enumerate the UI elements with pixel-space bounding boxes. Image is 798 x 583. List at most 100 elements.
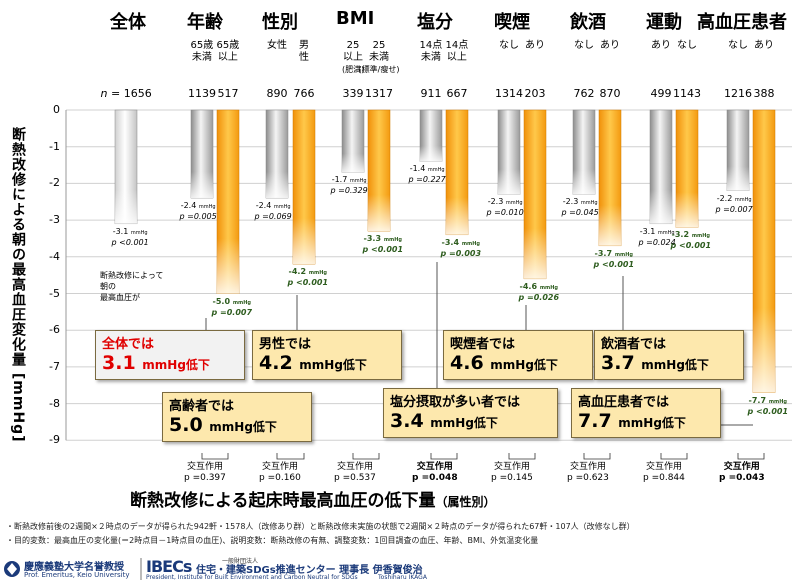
bar-p-value: p =0.329 xyxy=(330,186,368,196)
bar-value-label: -3.3 mmHg p <0.001 xyxy=(363,234,404,255)
bar-value: -7.7 mmHg xyxy=(748,395,787,405)
bar-value: -4.6 mmHg xyxy=(519,281,558,291)
bar-value: -4.2 mmHg xyxy=(288,267,327,277)
category-header: 塩分 xyxy=(417,12,453,33)
bar-value: -2.4 mmHg xyxy=(255,201,291,211)
subgroup-label: 男 性 xyxy=(299,40,309,63)
callout-unit: mmHg低下 xyxy=(299,358,367,372)
bar-value: -3.1 mmHg xyxy=(639,226,675,236)
sample-size-label: 1317 xyxy=(365,87,393,100)
interaction-text: 交互作用 xyxy=(336,462,373,472)
callout-value: 4.6 mmHg低下 xyxy=(450,352,586,374)
bar-p-value: p <0.001 xyxy=(362,245,404,255)
bar-fade xyxy=(342,110,364,173)
callout-number: 4.2 xyxy=(259,352,300,374)
sample-size-label: 388 xyxy=(753,87,775,100)
bar-value-label: -4.2 mmHg p <0.001 xyxy=(288,267,329,288)
bar-fade xyxy=(498,110,520,195)
ibec-logo: IBECs xyxy=(146,557,192,576)
subgroup-label: なし xyxy=(677,40,697,51)
keio-name-en: Prof. Emeritus, Keio University xyxy=(24,571,130,579)
interaction-text: 交互作用 xyxy=(569,462,606,472)
interaction-p-value: p =0.537 xyxy=(334,473,376,483)
bar-value: -2.3 mmHg xyxy=(562,197,598,207)
interaction-p-value: p =0.048 xyxy=(412,473,458,483)
interaction-text: 交互作用 xyxy=(493,462,530,472)
footer-logo-art xyxy=(0,556,798,583)
bar-fade xyxy=(650,110,672,224)
subgroup-note: (肥満) xyxy=(342,65,365,74)
bar-p-value: p <0.001 xyxy=(111,237,149,247)
bar-fade xyxy=(217,110,239,294)
bar-p-value: p =0.026 xyxy=(518,292,560,302)
bar-value: -1.4 mmHg xyxy=(409,164,445,174)
sample-size-label: 339 xyxy=(342,87,364,100)
subgroup-label: なし xyxy=(574,40,594,51)
sample-size-label: 1314 xyxy=(495,87,523,100)
interaction-p-value: p =0.043 xyxy=(719,473,765,483)
callout-box: 飲酒者では 3.7 mmHg低下 xyxy=(594,330,744,380)
interaction-bracket xyxy=(508,453,536,460)
bar-p-value: p =0.069 xyxy=(254,212,292,222)
callout-number: 7.7 xyxy=(578,410,619,432)
bar-value-label: -3.1 mmHg p =0.024 xyxy=(639,227,676,248)
y-axis-label: 断熱改修による朝の最高血圧変化量 [mmHg] xyxy=(10,127,26,443)
callout-heading: 飲酒者では xyxy=(601,337,667,352)
bar-value-label: -2.4 mmHg p =0.069 xyxy=(255,201,292,222)
callout-number: 3.7 xyxy=(601,352,642,374)
bar-p-value: p =0.010 xyxy=(486,208,524,218)
bar-value-label: -2.4 mmHg p =0.005 xyxy=(180,201,217,222)
bar-fade xyxy=(420,110,442,162)
bar-value-label: -3.1 mmHg p <0.001 xyxy=(112,227,149,248)
bar-fade xyxy=(446,110,468,235)
interaction-text: 交互作用 xyxy=(261,462,298,472)
callout-number: 5.0 xyxy=(169,414,210,436)
y-tick-label: -5 xyxy=(49,286,60,300)
callout-unit: mmHg低下 xyxy=(641,358,709,372)
sample-size-label: 911 xyxy=(420,87,442,100)
callout-value: 3.1 mmHg低下 xyxy=(102,352,238,374)
subgroup-label: 25 未満 xyxy=(369,40,389,63)
sample-size-label: 1216 xyxy=(724,87,752,100)
interaction-bracket xyxy=(276,453,305,460)
ibec-small: 一般財団法人 xyxy=(222,558,259,565)
callout-value: 3.4 mmHg低下 xyxy=(390,410,551,432)
bar-p-value: p =0.045 xyxy=(561,208,599,218)
callout-box: 男性では 4.2 mmHg低下 xyxy=(252,330,402,380)
interaction-label: 交互作用 p =0.048 xyxy=(412,462,458,484)
bar-value-label: -1.7 mmHg p =0.329 xyxy=(331,175,368,196)
note-2: ・目的変数：最高血圧の変化量(＝2時点目－1時点目の血圧)、説明変数：断熱改修の… xyxy=(6,536,539,545)
category-header: 年齢 xyxy=(187,12,223,33)
y-tick-label: -2 xyxy=(49,176,60,190)
interaction-bracket xyxy=(737,453,765,460)
bar-fade xyxy=(753,110,775,393)
bar-value: -5.0 mmHg xyxy=(212,296,251,306)
bar-p-value: p =0.227 xyxy=(408,175,446,185)
keio-name: 慶應義塾大学名誉教授 xyxy=(24,562,124,573)
subgroup-label: なし xyxy=(728,40,748,51)
bar-p-value: p =0.003 xyxy=(440,248,482,258)
bar-value: -3.4 mmHg xyxy=(441,237,480,247)
callout-unit: mmHg低下 xyxy=(490,358,558,372)
bar-value: -3.1 mmHg xyxy=(112,226,148,236)
bar-value-label: -7.7 mmHg p <0.001 xyxy=(748,396,789,417)
callout-value: 4.2 mmHg低下 xyxy=(259,352,395,374)
bar-value: -2.2 mmHg xyxy=(716,193,752,203)
sample-size-label: 203 xyxy=(524,87,546,100)
subgroup-label: あり xyxy=(525,40,545,51)
callout-heading: 喫煙者では xyxy=(450,337,516,352)
chart-title: 断熱改修による起床時最高血圧の低下量（属性別） xyxy=(130,486,496,511)
note-1: ・断熱改修前後の2週間×２時点のデータが得られた942軒・1578人（改修あり群… xyxy=(6,522,635,531)
bar-fade xyxy=(573,110,595,195)
sample-size-label: 890 xyxy=(266,87,288,100)
subgroup-label: 65歳 以上 xyxy=(216,40,240,63)
bar-p-value: p <0.001 xyxy=(747,406,789,416)
sample-size-label: 762 xyxy=(573,87,595,100)
y-tick-label: -3 xyxy=(49,213,60,227)
y-tick-label: -1 xyxy=(49,139,60,153)
bar-p-value: p =0.024 xyxy=(638,237,676,247)
callout-value: 3.7 mmHg低下 xyxy=(601,352,737,374)
ibec-name-en: President, Institute for Built Environme… xyxy=(146,574,358,581)
interaction-p-value: p =0.623 xyxy=(567,473,609,483)
